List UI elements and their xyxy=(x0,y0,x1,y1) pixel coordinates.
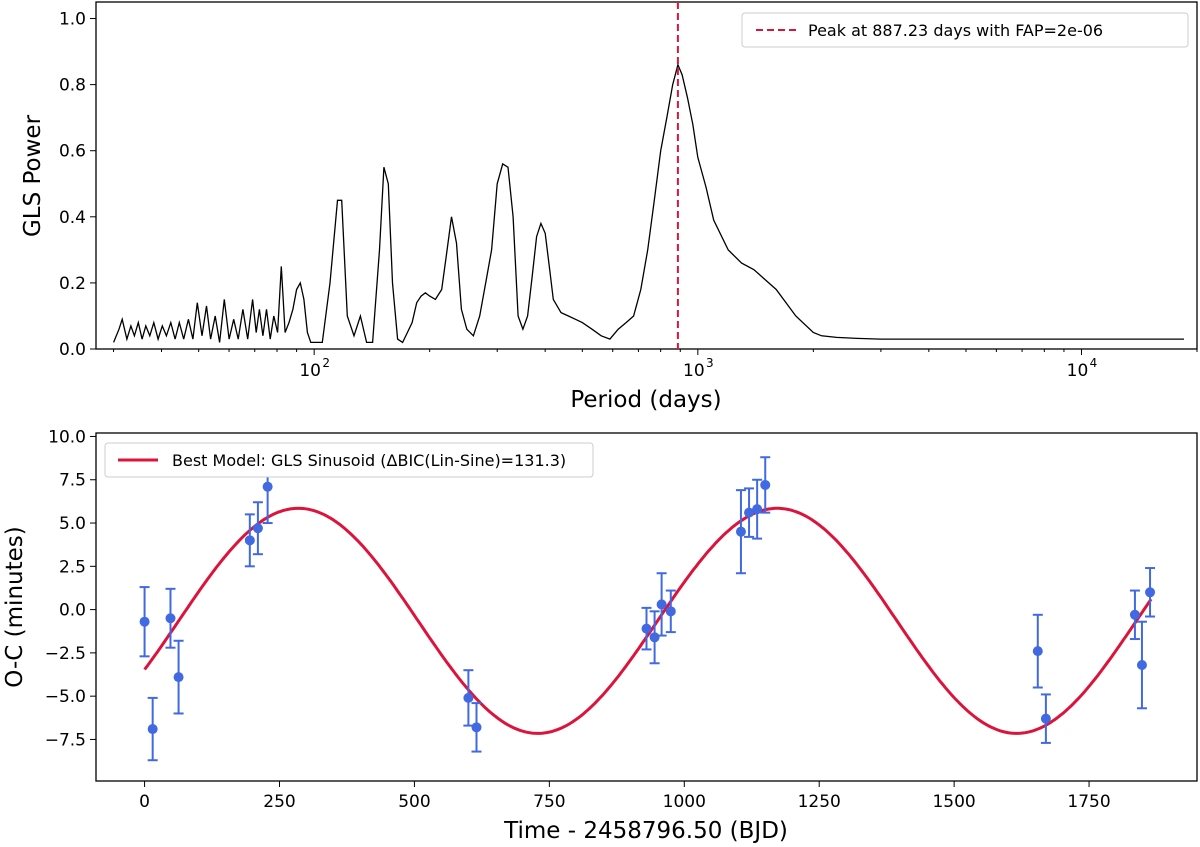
data-marker xyxy=(139,616,150,627)
x-tick-exponent: 4 xyxy=(1090,356,1098,370)
oc-point xyxy=(1136,620,1147,710)
y-tick-label: 0.6 xyxy=(59,142,86,162)
oc-point xyxy=(1129,589,1140,641)
data-marker xyxy=(752,504,763,515)
x-tick-exponent: 3 xyxy=(706,356,714,370)
data-marker xyxy=(244,535,255,546)
periodogram-legend-box xyxy=(741,12,1189,48)
oc-legend: Best Model: GLS Sinusoid (ΔBIC(Lin-Sine)… xyxy=(104,442,594,478)
oc-point xyxy=(463,669,474,727)
periodogram-x-axis-label: Period (days) xyxy=(570,387,721,413)
periodogram-legend: Peak at 887.23 days with FAP=2e-06 xyxy=(741,12,1189,48)
periodogram-panel: 0.00.20.40.60.81.0 10 2 10 3 10 4 GLS Power P… xyxy=(20,1,1198,413)
y-tick-label: 10.0 xyxy=(48,427,86,447)
oc-point xyxy=(147,696,158,762)
x-tick-exponent: 2 xyxy=(322,356,330,370)
oc-point xyxy=(471,702,482,753)
oc-point xyxy=(760,456,771,514)
oc-legend-box xyxy=(104,442,594,478)
oc-panel: −7.5 −5.0 −2.5 0.0 2.5 5.0 7.5 10.0 0 250 500 750 1… xyxy=(2,427,1198,844)
data-marker xyxy=(173,672,184,683)
data-marker xyxy=(147,724,158,735)
data-marker xyxy=(1032,646,1043,657)
data-marker xyxy=(735,526,746,537)
oc-x-ticks: 0 250 500 750 1000 1250 1500 1750 xyxy=(139,781,1111,812)
x-tick-label: 500 xyxy=(398,792,430,812)
oc-y-ticks: −7.5 −5.0 −2.5 0.0 2.5 5.0 7.5 10.0 xyxy=(45,427,96,750)
y-tick-label: 7.5 xyxy=(59,471,86,491)
x-tick-label: 1500 xyxy=(932,792,975,812)
oc-point xyxy=(735,489,746,575)
x-tick-label: 10 xyxy=(299,361,321,381)
data-marker xyxy=(665,606,676,617)
y-tick-label: 1.0 xyxy=(59,10,86,30)
y-tick-label: −2.5 xyxy=(45,644,86,664)
y-tick-label: 0.0 xyxy=(59,601,86,621)
oc-point xyxy=(665,589,676,634)
oc-point xyxy=(139,586,150,658)
x-tick-label: 1750 xyxy=(1067,792,1110,812)
y-tick-label: 0.4 xyxy=(59,208,86,228)
data-marker xyxy=(744,507,755,518)
data-marker xyxy=(1136,660,1147,670)
x-tick-label: 10 xyxy=(1067,361,1089,381)
oc-legend-label: Best Model: GLS Sinusoid (ΔBIC(Lin-Sine)… xyxy=(172,451,566,470)
y-tick-label: 5.0 xyxy=(59,514,86,534)
y-tick-label: −7.5 xyxy=(45,730,86,750)
oc-y-axis-label: O-C (minutes) xyxy=(2,526,28,687)
x-tick-label: 1000 xyxy=(663,792,706,812)
y-tick-label: −5.0 xyxy=(45,687,86,707)
data-marker xyxy=(760,479,771,490)
x-tick-label: 250 xyxy=(263,792,295,812)
data-marker xyxy=(656,599,667,610)
oc-point xyxy=(1032,613,1043,689)
sinusoid-model-curve xyxy=(143,506,1153,735)
data-marker xyxy=(641,623,652,634)
y-tick-label: 0.8 xyxy=(59,76,86,96)
x-tick-label: 750 xyxy=(533,792,565,812)
periodogram-axes-frame xyxy=(95,1,1198,350)
oc-axes-frame xyxy=(95,432,1198,782)
data-marker xyxy=(463,692,474,703)
y-tick-label: 2.5 xyxy=(59,557,86,577)
oc-point xyxy=(165,587,176,649)
periodogram-legend-label: Peak at 887.23 days with FAP=2e-06 xyxy=(808,21,1103,40)
x-tick-label: 0 xyxy=(139,792,150,812)
data-marker xyxy=(471,722,482,733)
oc-point xyxy=(1040,693,1051,744)
y-tick-label: 0.0 xyxy=(59,340,86,360)
oc-point xyxy=(244,513,255,568)
oc-point xyxy=(641,606,652,651)
y-tick-label: 0.2 xyxy=(59,274,86,294)
data-marker xyxy=(165,613,176,624)
x-tick-label: 10 xyxy=(683,361,705,381)
data-marker xyxy=(1040,713,1051,724)
oc-data-points xyxy=(139,449,1156,762)
oc-point xyxy=(656,572,667,637)
oc-x-axis-label: Time - 2458796.50 (BJD) xyxy=(503,818,788,844)
x-tick-label: 1250 xyxy=(798,792,841,812)
periodogram-y-ticks: 0.0 0.2 0.4 0.6 0.8 1.0 xyxy=(59,10,96,360)
oc-point xyxy=(752,478,763,540)
oc-point xyxy=(744,487,755,538)
data-marker xyxy=(252,523,263,534)
data-marker xyxy=(1145,587,1156,598)
data-marker xyxy=(1129,609,1140,620)
oc-point xyxy=(173,639,184,715)
oc-point xyxy=(1145,567,1156,618)
periodogram-line xyxy=(112,62,1184,344)
oc-point xyxy=(252,501,263,556)
data-marker xyxy=(649,632,660,643)
periodogram-y-axis-label: GLS Power xyxy=(20,114,46,237)
periodogram-x-ticks: 10 2 10 3 10 4 xyxy=(113,349,1198,381)
data-marker xyxy=(262,481,273,492)
